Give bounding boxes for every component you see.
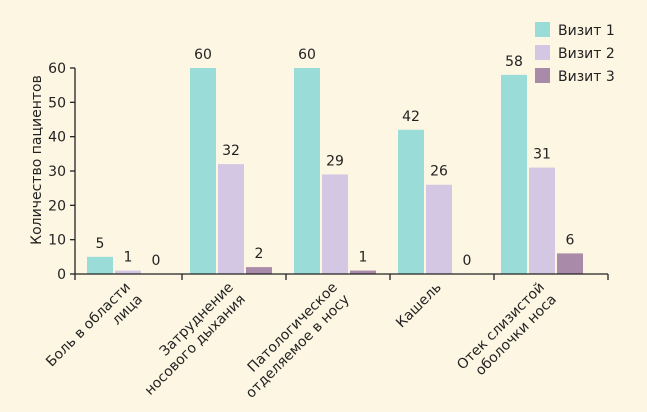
- category-label-2: Затруднениеносового дыхания: [130, 280, 249, 399]
- bar-series3-cat5: [557, 253, 583, 274]
- data-label-series2-cat2: 32: [222, 143, 240, 159]
- bar-series1-cat3: [294, 68, 320, 274]
- data-label-series1-cat4: 42: [402, 109, 420, 125]
- data-label-series3-cat5: 6: [566, 232, 575, 248]
- y-tick-label-0: 0: [57, 267, 66, 283]
- category-label-2-line-2: носового дыхания: [142, 292, 249, 399]
- data-label-series1-cat5: 58: [505, 54, 523, 70]
- bar-series2-cat4: [426, 184, 452, 274]
- data-label-series1-cat2: 60: [194, 47, 212, 63]
- data-label-series2-cat4: 26: [430, 164, 448, 180]
- legend-swatch-2: [535, 45, 550, 60]
- bar-series1-cat2: [190, 68, 216, 274]
- legend-label-1: Визит 1: [558, 23, 615, 39]
- data-label-series3-cat3: 1: [359, 250, 368, 266]
- y-axis-label: Количество пациентов: [29, 75, 45, 245]
- bar-series2-cat5: [529, 167, 555, 274]
- data-label-series3-cat1: 0: [152, 253, 161, 269]
- y-tick-label-40: 40: [48, 130, 66, 146]
- data-labels-group: 5 60 60 42 58 1 32 29 26 31 0 2 1 0 6: [96, 47, 575, 269]
- legend-swatch-3: [535, 68, 550, 83]
- data-label-series3-cat4: 0: [463, 253, 472, 269]
- legend: Визит 1 Визит 2 Визит 3: [535, 22, 615, 85]
- data-label-series2-cat1: 1: [124, 250, 133, 266]
- y-ticks-group: 0 10 20 30 40 50 60: [48, 61, 75, 283]
- data-label-series2-cat3: 29: [326, 153, 344, 169]
- bar-series2-cat3: [322, 174, 348, 274]
- bar-series2-cat2: [218, 164, 244, 274]
- data-label-series1-cat3: 60: [298, 47, 316, 63]
- y-tick-label-50: 50: [48, 95, 66, 111]
- category-label-3: Патологическоеотделяемое в носу: [231, 280, 353, 402]
- bars-group: [87, 68, 583, 274]
- category-label-4-line-1: Кашель: [393, 280, 445, 332]
- y-tick-label-60: 60: [48, 61, 66, 77]
- bar-series1-cat1: [87, 256, 113, 274]
- category-label-1: Боль в областилица: [43, 280, 146, 383]
- y-tick-label-10: 10: [48, 233, 66, 249]
- data-label-series2-cat5: 31: [533, 147, 551, 163]
- legend-label-2: Визит 2: [558, 46, 615, 62]
- bar-series1-cat5: [501, 74, 527, 274]
- legend-label-3: Визит 3: [558, 69, 615, 85]
- legend-swatch-1: [535, 22, 550, 37]
- category-label-3-line-2: отделяемое в носу: [243, 292, 353, 402]
- category-labels-group: Боль в областилица Затруднениеносового ды…: [43, 280, 560, 402]
- bar-series1-cat4: [398, 129, 424, 274]
- data-label-series1-cat1: 5: [96, 236, 105, 252]
- category-label-5: Отек слизистойоболочки носа: [454, 280, 560, 386]
- y-tick-label-30: 30: [48, 164, 66, 180]
- bar-series3-cat3: [350, 270, 376, 274]
- y-tick-label-20: 20: [48, 198, 66, 214]
- bar-series2-cat1: [115, 270, 141, 274]
- bar-series3-cat2: [246, 267, 272, 274]
- category-label-4: Кашель: [393, 280, 445, 332]
- data-label-series3-cat2: 2: [255, 246, 264, 262]
